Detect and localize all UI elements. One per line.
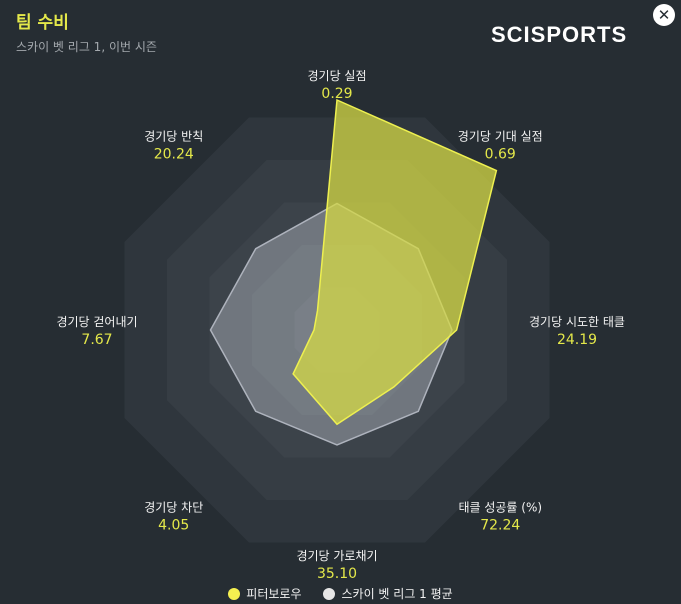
legend-swatch-league [323, 587, 336, 600]
legend-label-league: 스카이 벳 리그 1 평균 [341, 587, 453, 601]
legend-label-team: 피터보로우 [246, 587, 302, 601]
legend: 피터보로우 스카이 벳 리그 1 평균 [0, 585, 681, 602]
scisports-logo: SCISPORTS [491, 22, 628, 47]
close-icon: ✕ [657, 6, 671, 24]
legend-item-team[interactable]: 피터보로우 [228, 585, 301, 602]
axis-label-5: 경기당 가로채기 [296, 549, 377, 563]
axis-value-8: 20.24 [154, 147, 194, 163]
axis-label-6: 경기당 차단 [144, 500, 203, 514]
axis-label-8: 경기당 반칙 [144, 130, 203, 144]
axis-value-4: 72.24 [480, 517, 520, 533]
legend-swatch-team [228, 587, 241, 600]
axis-label-3: 경기당 시도한 태클 [529, 315, 625, 329]
axis-value-6: 4.05 [158, 517, 189, 533]
axis-value-5: 35.10 [317, 566, 357, 582]
axis-label-4: 태클 성공률 (%) [458, 500, 542, 514]
chart-subtitle: 스카이 벳 리그 1, 이번 시즌 [16, 40, 157, 54]
axis-label-1: 경기당 실점 [307, 69, 366, 83]
axis-value-3: 24.19 [557, 332, 597, 348]
axis-label-2: 경기당 기대 실점 [458, 130, 543, 144]
close-button[interactable]: ✕ [653, 4, 675, 26]
radar-series-team [292, 98, 498, 426]
axis-value-2: 0.69 [485, 147, 516, 163]
legend-item-league[interactable]: 스카이 벳 리그 1 평균 [323, 585, 453, 602]
chart-title: 팀 수비 [16, 13, 69, 33]
axis-value-7: 7.67 [81, 332, 112, 348]
axis-label-7: 경기당 걷어내기 [56, 315, 137, 329]
axis-value-1: 0.29 [321, 86, 352, 102]
